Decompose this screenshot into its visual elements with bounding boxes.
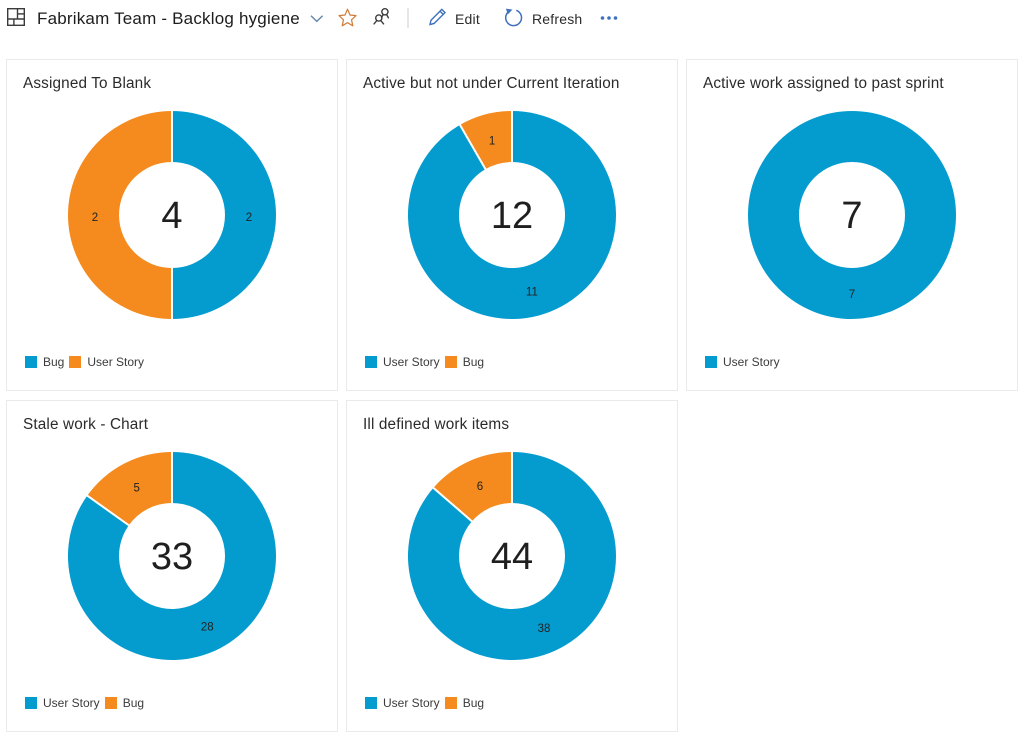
- svg-text:4: 4: [161, 195, 182, 237]
- svg-text:2: 2: [246, 212, 252, 224]
- svg-text:44: 44: [491, 536, 533, 578]
- svg-text:5: 5: [133, 483, 139, 495]
- svg-text:38: 38: [538, 623, 551, 635]
- svg-text:2: 2: [92, 212, 98, 224]
- svg-text:11: 11: [526, 286, 538, 298]
- svg-text:6: 6: [477, 481, 483, 493]
- svg-text:12: 12: [491, 195, 533, 237]
- svg-text:33: 33: [151, 536, 193, 578]
- svg-text:1: 1: [489, 136, 495, 148]
- svg-text:28: 28: [201, 621, 214, 633]
- svg-text:7: 7: [841, 195, 862, 237]
- svg-text:7: 7: [849, 289, 855, 301]
